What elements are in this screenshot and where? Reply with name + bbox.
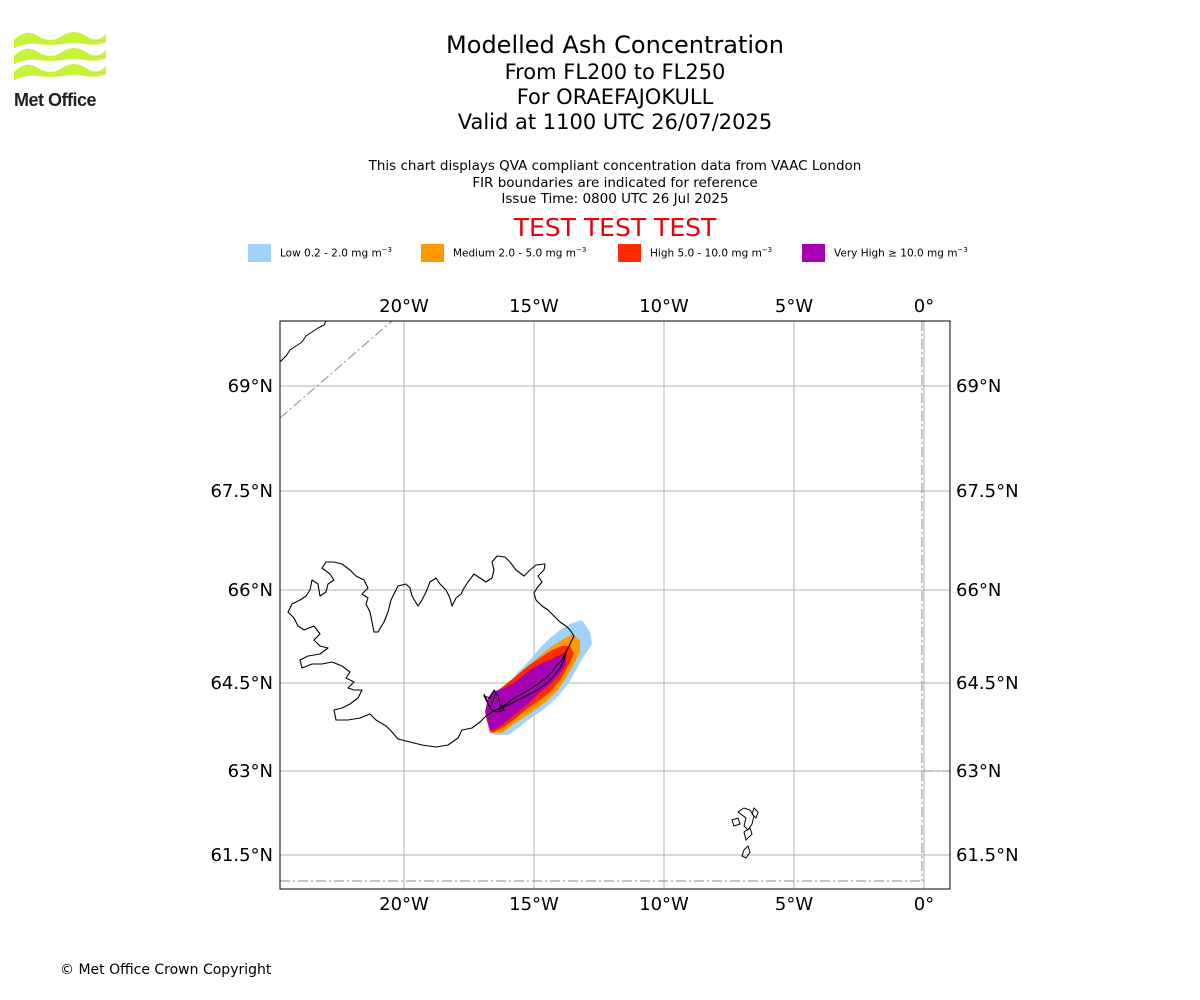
legend-unit-exponent: −3 xyxy=(575,246,587,255)
copyright-notice: © Met Office Crown Copyright xyxy=(60,962,272,978)
legend-label: Very High ≥ 10.0 mg m xyxy=(834,247,958,260)
greenland-coastline xyxy=(280,321,327,363)
lat-label: 61.5°N xyxy=(210,845,273,866)
glacier-outline xyxy=(483,689,505,713)
legend-swatch xyxy=(421,244,444,262)
lat-label: 67.5°N xyxy=(210,481,273,502)
lon-label: 0° xyxy=(914,296,934,317)
lon-label: 15°W xyxy=(509,296,559,317)
lon-label: 5°W xyxy=(775,894,813,915)
lon-label: 20°W xyxy=(379,296,429,317)
lat-label: 69°N xyxy=(228,376,273,397)
lat-label: 69°N xyxy=(956,376,1001,397)
legend-unit-exponent: −3 xyxy=(761,246,773,255)
lat-label: 64.5°N xyxy=(956,673,1019,694)
lat-label: 61.5°N xyxy=(956,845,1019,866)
test-banner: TEST TEST TEST xyxy=(513,213,717,242)
lat-labels-right: 69°N 67.5°N 66°N 64.5°N 63°N 61.5°N xyxy=(956,376,1019,866)
lat-label: 63°N xyxy=(956,761,1001,782)
volcano-name: For ORAEFAJOKULL xyxy=(516,85,714,109)
lon-label: 10°W xyxy=(639,296,689,317)
fir-boundaries xyxy=(280,321,950,882)
lat-label: 67.5°N xyxy=(956,481,1019,502)
subtitle-line-qva: This chart displays QVA compliant concen… xyxy=(368,158,862,174)
map-background xyxy=(280,321,950,889)
lon-labels-top: 20°W 15°W 10°W 5°W 0° xyxy=(379,296,934,317)
chart-subtitle: This chart displays QVA compliant concen… xyxy=(315,158,915,208)
legend-label: Medium 2.0 - 5.0 mg m xyxy=(453,247,576,260)
internal-boundary xyxy=(497,651,567,711)
subtitle-line-issue: Issue Time: 0800 UTC 26 Jul 2025 xyxy=(501,191,729,207)
chart-titles: Modelled Ash Concentration From FL200 to… xyxy=(315,30,915,135)
legend-label: High 5.0 - 10.0 mg m xyxy=(650,247,762,260)
met-office-waves-icon xyxy=(14,32,106,80)
legend-item-low: Low 0.2 - 2.0 mg m−3 xyxy=(248,244,392,262)
met-office-logo: Met Office xyxy=(14,28,108,112)
iceland-coastline xyxy=(287,555,575,748)
valid-time: Valid at 1100 UTC 26/07/2025 xyxy=(457,110,773,134)
lat-label: 66°N xyxy=(956,580,1001,601)
lat-label: 64.5°N xyxy=(210,673,273,694)
legend-swatch xyxy=(802,244,825,262)
legend-unit-exponent: −3 xyxy=(381,246,393,255)
legend-label: Low 0.2 - 2.0 mg m xyxy=(280,247,382,260)
legend-item-very-high: Very High ≥ 10.0 mg m−3 xyxy=(802,244,968,262)
lat-label: 66°N xyxy=(228,580,273,601)
lat-label: 63°N xyxy=(228,761,273,782)
lon-label: 5°W xyxy=(775,296,813,317)
lat-labels-left: 69°N 67.5°N 66°N 64.5°N 63°N 61.5°N xyxy=(210,376,273,866)
chart-title: Modelled Ash Concentration xyxy=(446,31,784,59)
legend-item-medium: Medium 2.0 - 5.0 mg m−3 xyxy=(421,244,586,262)
met-office-logo-text: Met Office xyxy=(14,90,97,110)
legend-swatch xyxy=(618,244,641,262)
legend: Low 0.2 - 2.0 mg m−3 Medium 2.0 - 5.0 mg… xyxy=(0,244,1200,264)
faroe-islands xyxy=(731,807,759,859)
lon-label: 10°W xyxy=(639,894,689,915)
lon-label: 0° xyxy=(914,894,934,915)
lon-label: 20°W xyxy=(379,894,429,915)
subtitle-line-fir: FIR boundaries are indicated for referen… xyxy=(472,174,758,191)
map-frame xyxy=(279,320,951,890)
graticule xyxy=(280,321,950,889)
flight-levels: From FL200 to FL250 xyxy=(504,60,726,84)
legend-unit-exponent: −3 xyxy=(957,246,968,255)
legend-swatch xyxy=(248,244,271,262)
lon-labels-bottom: 20°W 15°W 10°W 5°W 0° xyxy=(379,894,934,915)
legend-item-high: High 5.0 - 10.0 mg m−3 xyxy=(618,244,772,262)
lon-label: 15°W xyxy=(509,894,559,915)
fir-boundary-nw xyxy=(280,321,393,419)
